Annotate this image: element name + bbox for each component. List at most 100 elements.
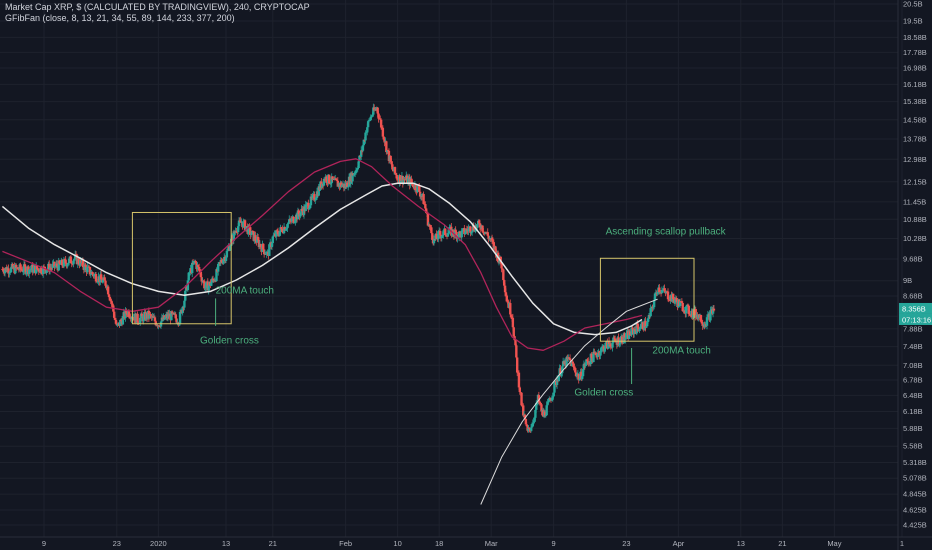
candle-body	[560, 373, 563, 376]
candle-body	[174, 314, 177, 319]
candle-body	[399, 175, 402, 183]
candle-body	[74, 254, 77, 259]
candle-body	[197, 267, 201, 271]
candle-body	[262, 249, 266, 255]
candle-body	[29, 269, 33, 271]
candle-body	[104, 280, 107, 286]
candle-body	[199, 271, 203, 278]
candle-body	[442, 230, 445, 235]
candle-body	[81, 259, 85, 268]
x-tick-label: 21	[778, 539, 786, 548]
candle-body	[3, 269, 7, 274]
moving-averages	[1, 158, 658, 505]
y-tick-label: 7.48B	[903, 342, 923, 351]
candle-body	[673, 300, 677, 303]
candle-body	[351, 173, 354, 182]
candle-body	[451, 229, 455, 235]
candle-body	[236, 226, 240, 233]
candle-body	[89, 274, 92, 275]
candle-body	[148, 314, 151, 318]
candle-body	[225, 250, 229, 258]
candle-body	[402, 179, 405, 184]
candle-body	[346, 182, 349, 188]
candle-body	[331, 176, 334, 180]
candle-body	[257, 239, 261, 248]
candle-body	[590, 353, 593, 358]
candle-body	[281, 228, 284, 233]
y-tick-label: 5.88B	[903, 424, 923, 433]
annotation-label: Golden cross	[200, 335, 259, 346]
candle-body	[428, 225, 431, 227]
candle-body	[627, 331, 631, 339]
annotation-label: 200MA touch	[652, 345, 710, 356]
candle-body	[395, 174, 398, 179]
candle-body	[296, 210, 300, 220]
candle-body	[307, 202, 310, 210]
candle-body	[589, 353, 593, 365]
candle-body	[639, 324, 643, 329]
candle-body	[152, 316, 155, 318]
price-tag-box	[899, 302, 932, 314]
candle-body	[568, 358, 572, 361]
candle-body	[25, 271, 28, 274]
candle-body	[204, 287, 207, 289]
x-tick-label: 2020	[150, 539, 167, 548]
candle-body	[83, 264, 86, 271]
candle-body	[689, 315, 692, 316]
candle-body	[422, 193, 425, 204]
candle-body	[574, 372, 578, 377]
candle-body	[546, 402, 549, 406]
candle-body	[709, 310, 712, 321]
candle-body	[9, 267, 13, 273]
candle-body	[429, 226, 432, 228]
candle-body	[171, 311, 174, 314]
y-axis[interactable]: 20.5B19.5B18.58B17.78B16.98B16.18B15.38B…	[897, 0, 927, 550]
candle-body	[314, 199, 317, 201]
candle-body	[528, 427, 531, 430]
candle-body	[235, 231, 238, 232]
candle-body	[297, 210, 300, 215]
candle-body	[250, 231, 254, 235]
annotation-label: 200MA touch	[216, 285, 274, 296]
candle-body	[100, 274, 103, 280]
candle-body	[91, 272, 94, 275]
y-tick-label: 9B	[903, 276, 912, 285]
candle-body	[578, 378, 581, 381]
candle-body	[383, 139, 386, 143]
candle-body	[149, 314, 152, 316]
candle-body	[278, 231, 281, 236]
candle-body	[62, 259, 66, 267]
candle-body	[624, 337, 627, 340]
candle-body	[340, 182, 343, 187]
candle-body	[688, 314, 691, 316]
candle-body	[275, 230, 279, 232]
candle-body	[107, 294, 111, 297]
candle-body	[572, 363, 575, 368]
candle-body	[477, 220, 481, 224]
candle-body	[128, 316, 131, 318]
candle-body	[503, 285, 507, 293]
x-axis[interactable]: 9 23 2020 13 21 Feb 10 18 Mar 9 23 Apr 13 21 May 1	[0, 536, 932, 548]
candle-body	[533, 417, 536, 421]
candle-body	[652, 307, 655, 309]
candle-body	[371, 114, 374, 116]
candle-body	[210, 282, 213, 286]
candle-body	[77, 258, 80, 264]
candle-body	[110, 300, 113, 304]
candle-body	[364, 132, 367, 141]
candle-body	[329, 183, 333, 184]
candle-body	[393, 167, 397, 174]
candle-body	[334, 178, 338, 181]
candle-body	[635, 323, 638, 334]
fib-fan-line	[480, 298, 658, 505]
candle-body	[553, 382, 556, 393]
candle-body	[524, 419, 528, 425]
candle-body	[685, 306, 688, 314]
candle-body	[396, 178, 399, 180]
candle-body	[574, 368, 577, 373]
candle-body	[502, 269, 505, 281]
y-tick-label: 20.5B	[903, 0, 923, 9]
candle-body	[516, 357, 519, 373]
candle-body	[164, 316, 167, 320]
